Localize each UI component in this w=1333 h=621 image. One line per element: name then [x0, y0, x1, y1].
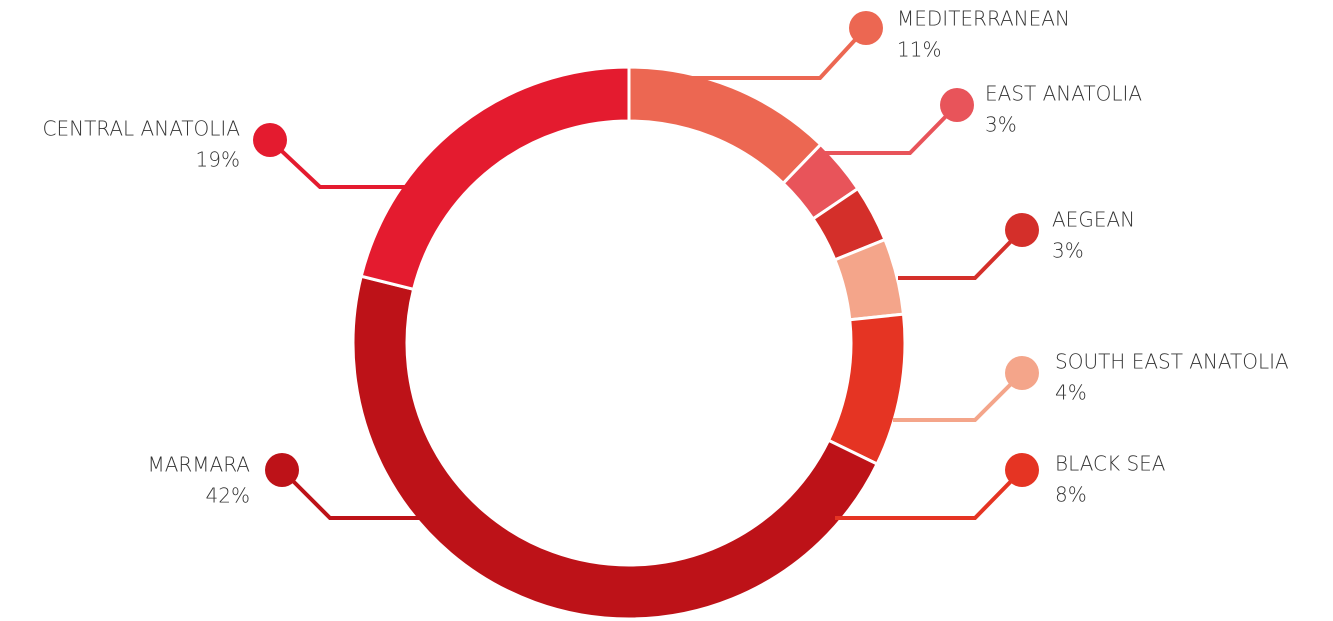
value-label: 8%	[1055, 483, 1087, 507]
donut-segment	[826, 312, 907, 466]
category-label: SOUTH EAST ANATOLIA	[1055, 350, 1289, 374]
category-label: MEDITERRANEAN	[897, 7, 1070, 31]
category-label: MARMARA	[147, 453, 250, 477]
leader-dot	[1005, 453, 1039, 487]
leader-line	[820, 103, 959, 155]
leader-line	[280, 468, 420, 520]
leader-dot	[253, 123, 287, 157]
leader-line	[898, 228, 1024, 280]
donut-segment	[351, 274, 880, 621]
donut-segment	[359, 65, 631, 292]
value-label: 3%	[985, 113, 1017, 137]
value-label: 3%	[1052, 239, 1084, 263]
leader-line	[268, 138, 405, 189]
leader-line	[893, 371, 1024, 422]
category-label: BLACK SEA	[1055, 452, 1166, 476]
category-label: EAST ANATOLIA	[985, 82, 1142, 106]
category-label: AEGEAN	[1052, 208, 1135, 232]
value-label: 42%	[206, 484, 250, 508]
leader-dot	[940, 88, 974, 122]
leader-dot	[265, 453, 299, 487]
value-label: 19%	[196, 148, 240, 172]
donut-segment	[627, 65, 823, 186]
leader-dot	[849, 11, 883, 45]
leader-line	[835, 468, 1024, 520]
leader-line	[690, 26, 868, 80]
category-label: CENTRAL ANATOLIA	[43, 117, 241, 141]
value-label: 11%	[897, 38, 941, 62]
value-label: 4%	[1055, 381, 1087, 405]
leader-dot	[1005, 356, 1039, 390]
leader-dot	[1005, 213, 1039, 247]
